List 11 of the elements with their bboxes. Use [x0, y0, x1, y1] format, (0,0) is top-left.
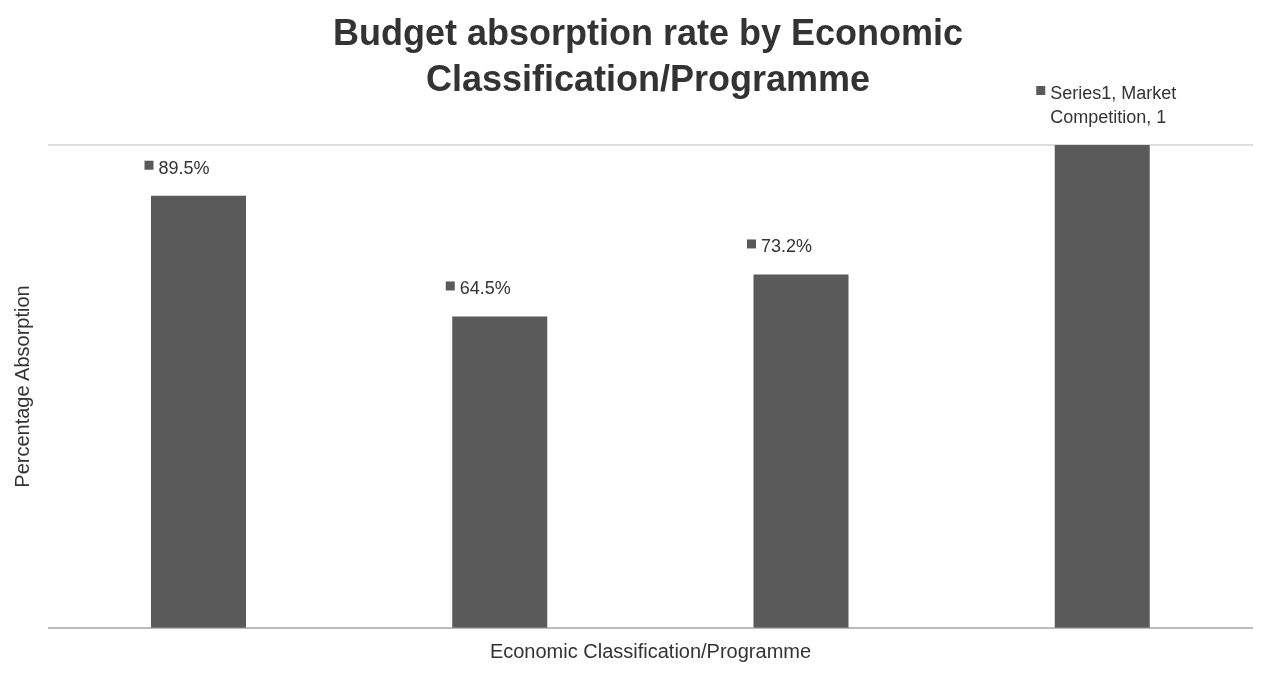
y-axis-title: Percentage Absorption — [11, 285, 34, 488]
bar — [452, 316, 548, 628]
data-label: 64.5% — [459, 278, 511, 299]
data-label: 73.2% — [761, 236, 813, 257]
bar — [753, 274, 849, 628]
x-axis-title: Economic Classification/Programme — [488, 639, 813, 664]
bar — [1054, 145, 1150, 628]
data-label: Series1, Market Competition, 1 — [1050, 83, 1177, 127]
data-label: 89.5% — [158, 157, 210, 178]
bar — [151, 195, 246, 628]
chart-title: Budget absorption rate by Economic Classification/Programme — [331, 11, 965, 101]
